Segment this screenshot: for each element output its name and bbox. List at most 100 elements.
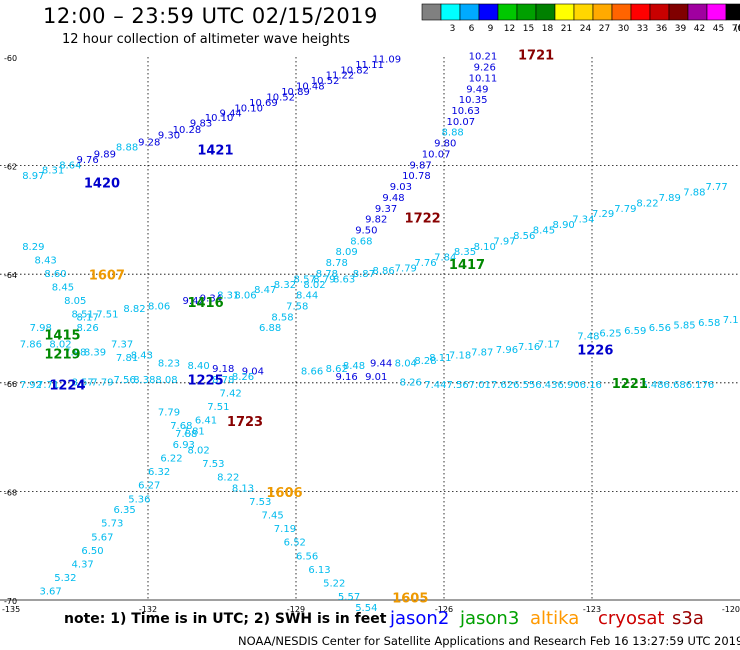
track-1417: 8.318.068.478.328.578.798.638.878.86 7.79… [217, 182, 728, 302]
wave-height-value: 8.06 [148, 301, 170, 312]
track-time-label: 1225 [187, 373, 223, 388]
wave-height-value: 8.87 [353, 269, 375, 280]
wave-height-value: 6.58 [698, 318, 720, 329]
track-time-label: 1417 [449, 258, 485, 273]
wave-height-value: 8.31 [42, 166, 64, 177]
legend-swatch [725, 3, 740, 21]
wave-height-value: 7.34 [572, 215, 594, 226]
wave-height-value: 9.26 [474, 63, 496, 74]
track-1226: 7.48 6.25 6.59 6.56 5.85 6.58 7.1 1226 [577, 315, 738, 358]
track-time-label: 1221 [612, 377, 648, 392]
legend-swatch [535, 3, 556, 21]
wave-height-value: 8.04 [395, 359, 417, 370]
wave-height-value: 9.89 [94, 149, 116, 160]
wave-height-value: 8.02 [303, 280, 325, 291]
wave-height-value: 7.88 [683, 187, 705, 198]
legend-label: 27 [599, 24, 610, 34]
track-time-label: 1224 [49, 378, 85, 393]
wave-height-value: 5.32 [54, 573, 76, 584]
wave-height-value: 8.02 [49, 340, 71, 351]
wave-height-value: 4.37 [72, 559, 94, 570]
wave-height-value: 10.48 [296, 82, 325, 93]
wave-height-value: 7.01 [469, 380, 491, 391]
track-1723: 7.42 7.51 6.417.81 6.93 6.22 6.32 6.27 5.366.35… [39, 388, 263, 597]
wave-height-value: 9.34 [200, 293, 222, 304]
wave-height-value: 9.37 [375, 204, 397, 215]
footer-credit: NOAA/NESDIS Center for Satellite Applica… [238, 634, 740, 648]
wave-height-value: 8.48 [343, 361, 365, 372]
wave-height-value: 7.97 [493, 236, 515, 247]
legend-swatch [668, 3, 689, 21]
wave-height-value: 6.68 [664, 380, 686, 391]
wave-height-value: 7.53 [249, 497, 271, 508]
lon-label: -120 [722, 605, 740, 614]
wave-height-value: 7.51 [207, 402, 229, 413]
legend-label: 30 [618, 24, 630, 34]
wave-height-value: 10.10 [234, 103, 263, 114]
wave-height-value: 6 [708, 380, 714, 391]
lon-label: -129 [287, 605, 305, 614]
wave-height-value: 6.52 [284, 538, 306, 549]
wave-height-value: 8.58 [271, 312, 293, 323]
track-time-label: 1607 [89, 269, 125, 284]
wave-height-value: 10.28 [173, 125, 202, 136]
lat-label: -62 [4, 163, 17, 172]
wave-height-value: 9.04 [242, 367, 264, 378]
wave-height-value: 5.67 [91, 532, 113, 543]
wave-height-value: 6.59 [624, 326, 646, 337]
wave-height-value: 6.25 [599, 329, 621, 340]
legend-swatch [649, 3, 670, 21]
legend-label: 42 [694, 24, 705, 34]
wave-height-value: 8.10 [474, 242, 496, 253]
legend-label: 18 [542, 24, 554, 34]
wave-height-value: 9.80 [434, 139, 456, 150]
lat-label: -64 [4, 271, 17, 280]
wave-height-value: 5.48 [641, 380, 663, 391]
wave-height-value: 7.51 [96, 310, 118, 321]
wave-height-value: 7.76 [414, 258, 436, 269]
wave-height-value: 9.44 [220, 109, 242, 120]
wave-height-value: 8.11 [429, 353, 451, 364]
lon-label: -132 [139, 605, 157, 614]
wave-height-value: 10.78 [402, 171, 431, 182]
wave-height-value: 9.87 [409, 160, 431, 171]
wave-height-value: 9.30 [158, 130, 180, 141]
wave-height-value: 8.31 [217, 291, 239, 302]
wave-height-value: 8.26 [400, 378, 422, 389]
track-time-label: 1605 [392, 592, 428, 607]
legend-label: 45 [713, 24, 724, 34]
legend-swatch [421, 3, 442, 21]
wave-height-value: 6.56 [649, 323, 671, 334]
wave-height-value: 7.79 [158, 407, 180, 418]
track-time-label: 1606 [266, 486, 302, 501]
wave-height-value: 8.78 [326, 258, 348, 269]
wave-height-value: 8.62 [326, 364, 348, 375]
wave-height-value: 7.48 [577, 331, 599, 342]
wave-height-value: 6.56 [296, 551, 318, 562]
color-scale-legend: 36912151821242730333639424570(ft) [421, 3, 740, 34]
wave-height-value: 8.57 [294, 274, 316, 285]
wave-height-value: 8.51 [72, 310, 94, 321]
wave-height-value: 9.48 [382, 193, 404, 204]
wave-height-value: 7.18 [449, 350, 471, 361]
legend-swatch [459, 3, 480, 21]
legend-swatch [554, 3, 575, 21]
wave-height-value: 8.23 [158, 359, 180, 370]
wave-height-value: 7.84 [434, 253, 456, 264]
track-1219: 1219 [44, 347, 80, 362]
wave-height-value: 9.82 [365, 215, 387, 226]
legend-swatch [611, 3, 632, 21]
wave-height-value: 7.98 [64, 348, 86, 359]
lon-label: -135 [2, 605, 20, 614]
wave-height-value: 8.40 [187, 361, 209, 372]
track-1421: 1421 [197, 144, 233, 159]
wave-height-value: 9.28 [138, 138, 160, 149]
legend-swatch [497, 3, 518, 21]
track-time-label: 1219 [44, 347, 80, 362]
track-time-label: 1416 [187, 296, 223, 311]
satellite-legend-jason3: jason3 [460, 608, 520, 629]
lat-label: -68 [4, 488, 17, 497]
